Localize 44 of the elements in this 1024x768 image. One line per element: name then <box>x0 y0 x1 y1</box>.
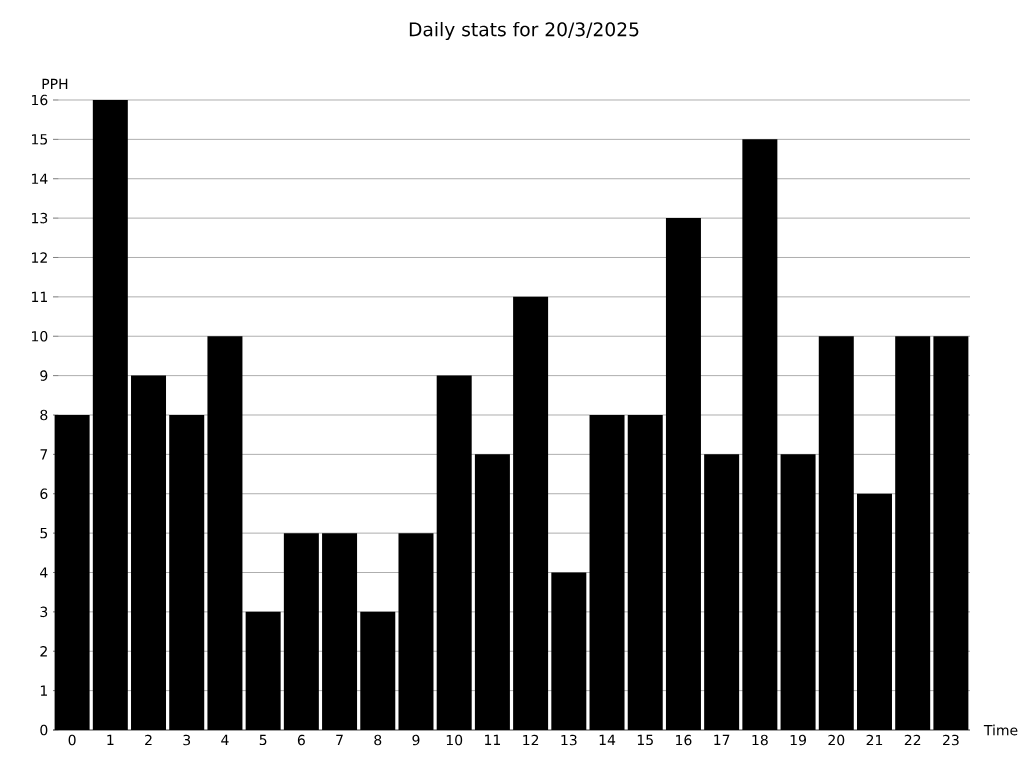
y-tick-label: 0 <box>40 724 48 736</box>
x-tick-label: 10 <box>446 734 463 746</box>
x-tick-label: 5 <box>259 734 267 746</box>
x-tick-label: 14 <box>599 734 616 745</box>
x-tick-label: 6 <box>297 734 305 746</box>
x-tick-label: 16 <box>676 734 692 746</box>
y-axis-title: PPH <box>42 78 68 89</box>
y-tick-label: 12 <box>32 252 47 263</box>
y-tick-label: 16 <box>32 94 48 106</box>
x-tick-label: 11 <box>485 734 501 745</box>
x-tick-label: 23 <box>943 734 959 746</box>
y-tick-label: 6 <box>40 488 48 500</box>
x-tick-label: 3 <box>183 734 191 746</box>
x-tick-label: 21 <box>866 734 883 746</box>
x-tick-label: 15 <box>637 734 653 746</box>
y-tick-label: 5 <box>40 527 48 539</box>
x-tick-label: 0 <box>68 734 76 746</box>
x-tick-label: 13 <box>561 734 577 746</box>
y-tick-label: 10 <box>32 330 48 342</box>
y-tick-label: 9 <box>40 370 48 381</box>
x-tick-label: 18 <box>752 734 768 746</box>
chart-title: Daily stats for 20/3/2025 <box>409 21 639 41</box>
x-tick-label: 8 <box>374 734 382 746</box>
y-tick-label: 8 <box>40 409 48 421</box>
x-tick-label: 17 <box>714 734 730 745</box>
x-tick-label: 2 <box>145 734 152 746</box>
x-tick-label: 19 <box>790 734 806 746</box>
y-tick-label: 11 <box>32 291 47 302</box>
x-axis-title: Time <box>983 724 1018 736</box>
x-tick-label: 4 <box>221 734 229 745</box>
x-tick-label: 12 <box>523 734 539 746</box>
y-tick-label: 1 <box>40 685 47 696</box>
x-tick-label: 22 <box>904 734 921 746</box>
y-tick-label: 7 <box>40 449 48 460</box>
x-tick-label: 20 <box>828 734 845 746</box>
x-tick-label: 9 <box>412 734 420 746</box>
y-tick-label: 15 <box>32 134 48 145</box>
y-tick-label: 4 <box>40 567 48 578</box>
y-tick-label: 13 <box>32 212 48 224</box>
y-tick-label: 14 <box>32 173 48 184</box>
x-tick-label: 1 <box>107 734 114 745</box>
y-tick-label: 3 <box>40 606 48 618</box>
x-tick-label: 7 <box>336 734 343 745</box>
y-tick-label: 2 <box>40 646 47 657</box>
